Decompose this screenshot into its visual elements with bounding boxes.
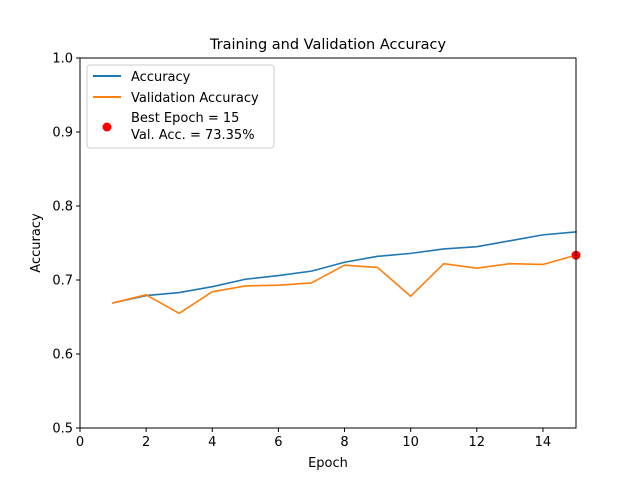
x-tick-label: 0 — [76, 435, 84, 450]
legend: Accuracy Validation Accuracy Best Epoch … — [86, 64, 275, 149]
legend-label-accuracy: Accuracy — [131, 70, 191, 85]
plot-frame — [79, 57, 577, 429]
x-tick-label: 2 — [142, 435, 150, 450]
y-axis-label: Accuracy — [29, 213, 44, 273]
legend-marker-best-epoch — [102, 122, 112, 132]
y-tick-label: 0.6 — [52, 348, 73, 363]
y-tick-label: 0.9 — [52, 126, 73, 141]
x-tick-label: 12 — [469, 435, 486, 450]
series-line-accuracy — [112, 231, 577, 304]
series-line-validation-accuracy — [112, 254, 577, 315]
y-tick-label: 0.5 — [52, 422, 73, 437]
x-tick-label: 10 — [402, 435, 419, 450]
x-tick-label: 6 — [274, 435, 282, 450]
x-tick-label: 14 — [535, 435, 552, 450]
ticks-layer: 0 2 4 6 8 10 12 14 0.5 0.6 0.7 0.8 0.9 1.0 — [52, 52, 551, 451]
legend-label-validation-accuracy: Validation Accuracy — [131, 91, 259, 106]
y-tick-label: 1.0 — [52, 52, 73, 67]
legend-label-best-epoch: Best Epoch = 15 — [131, 111, 239, 126]
x-tick-label: 4 — [208, 435, 216, 450]
y-tick-label: 0.8 — [52, 200, 73, 215]
x-axis-label: Epoch — [308, 456, 348, 471]
legend-box — [86, 64, 275, 149]
x-tick-label: 8 — [340, 435, 348, 450]
legend-label-best-val-acc: Val. Acc. = 73.35% — [131, 128, 255, 143]
y-tick-label: 0.7 — [52, 274, 73, 289]
chart-title: Training and Validation Accuracy — [209, 37, 447, 53]
